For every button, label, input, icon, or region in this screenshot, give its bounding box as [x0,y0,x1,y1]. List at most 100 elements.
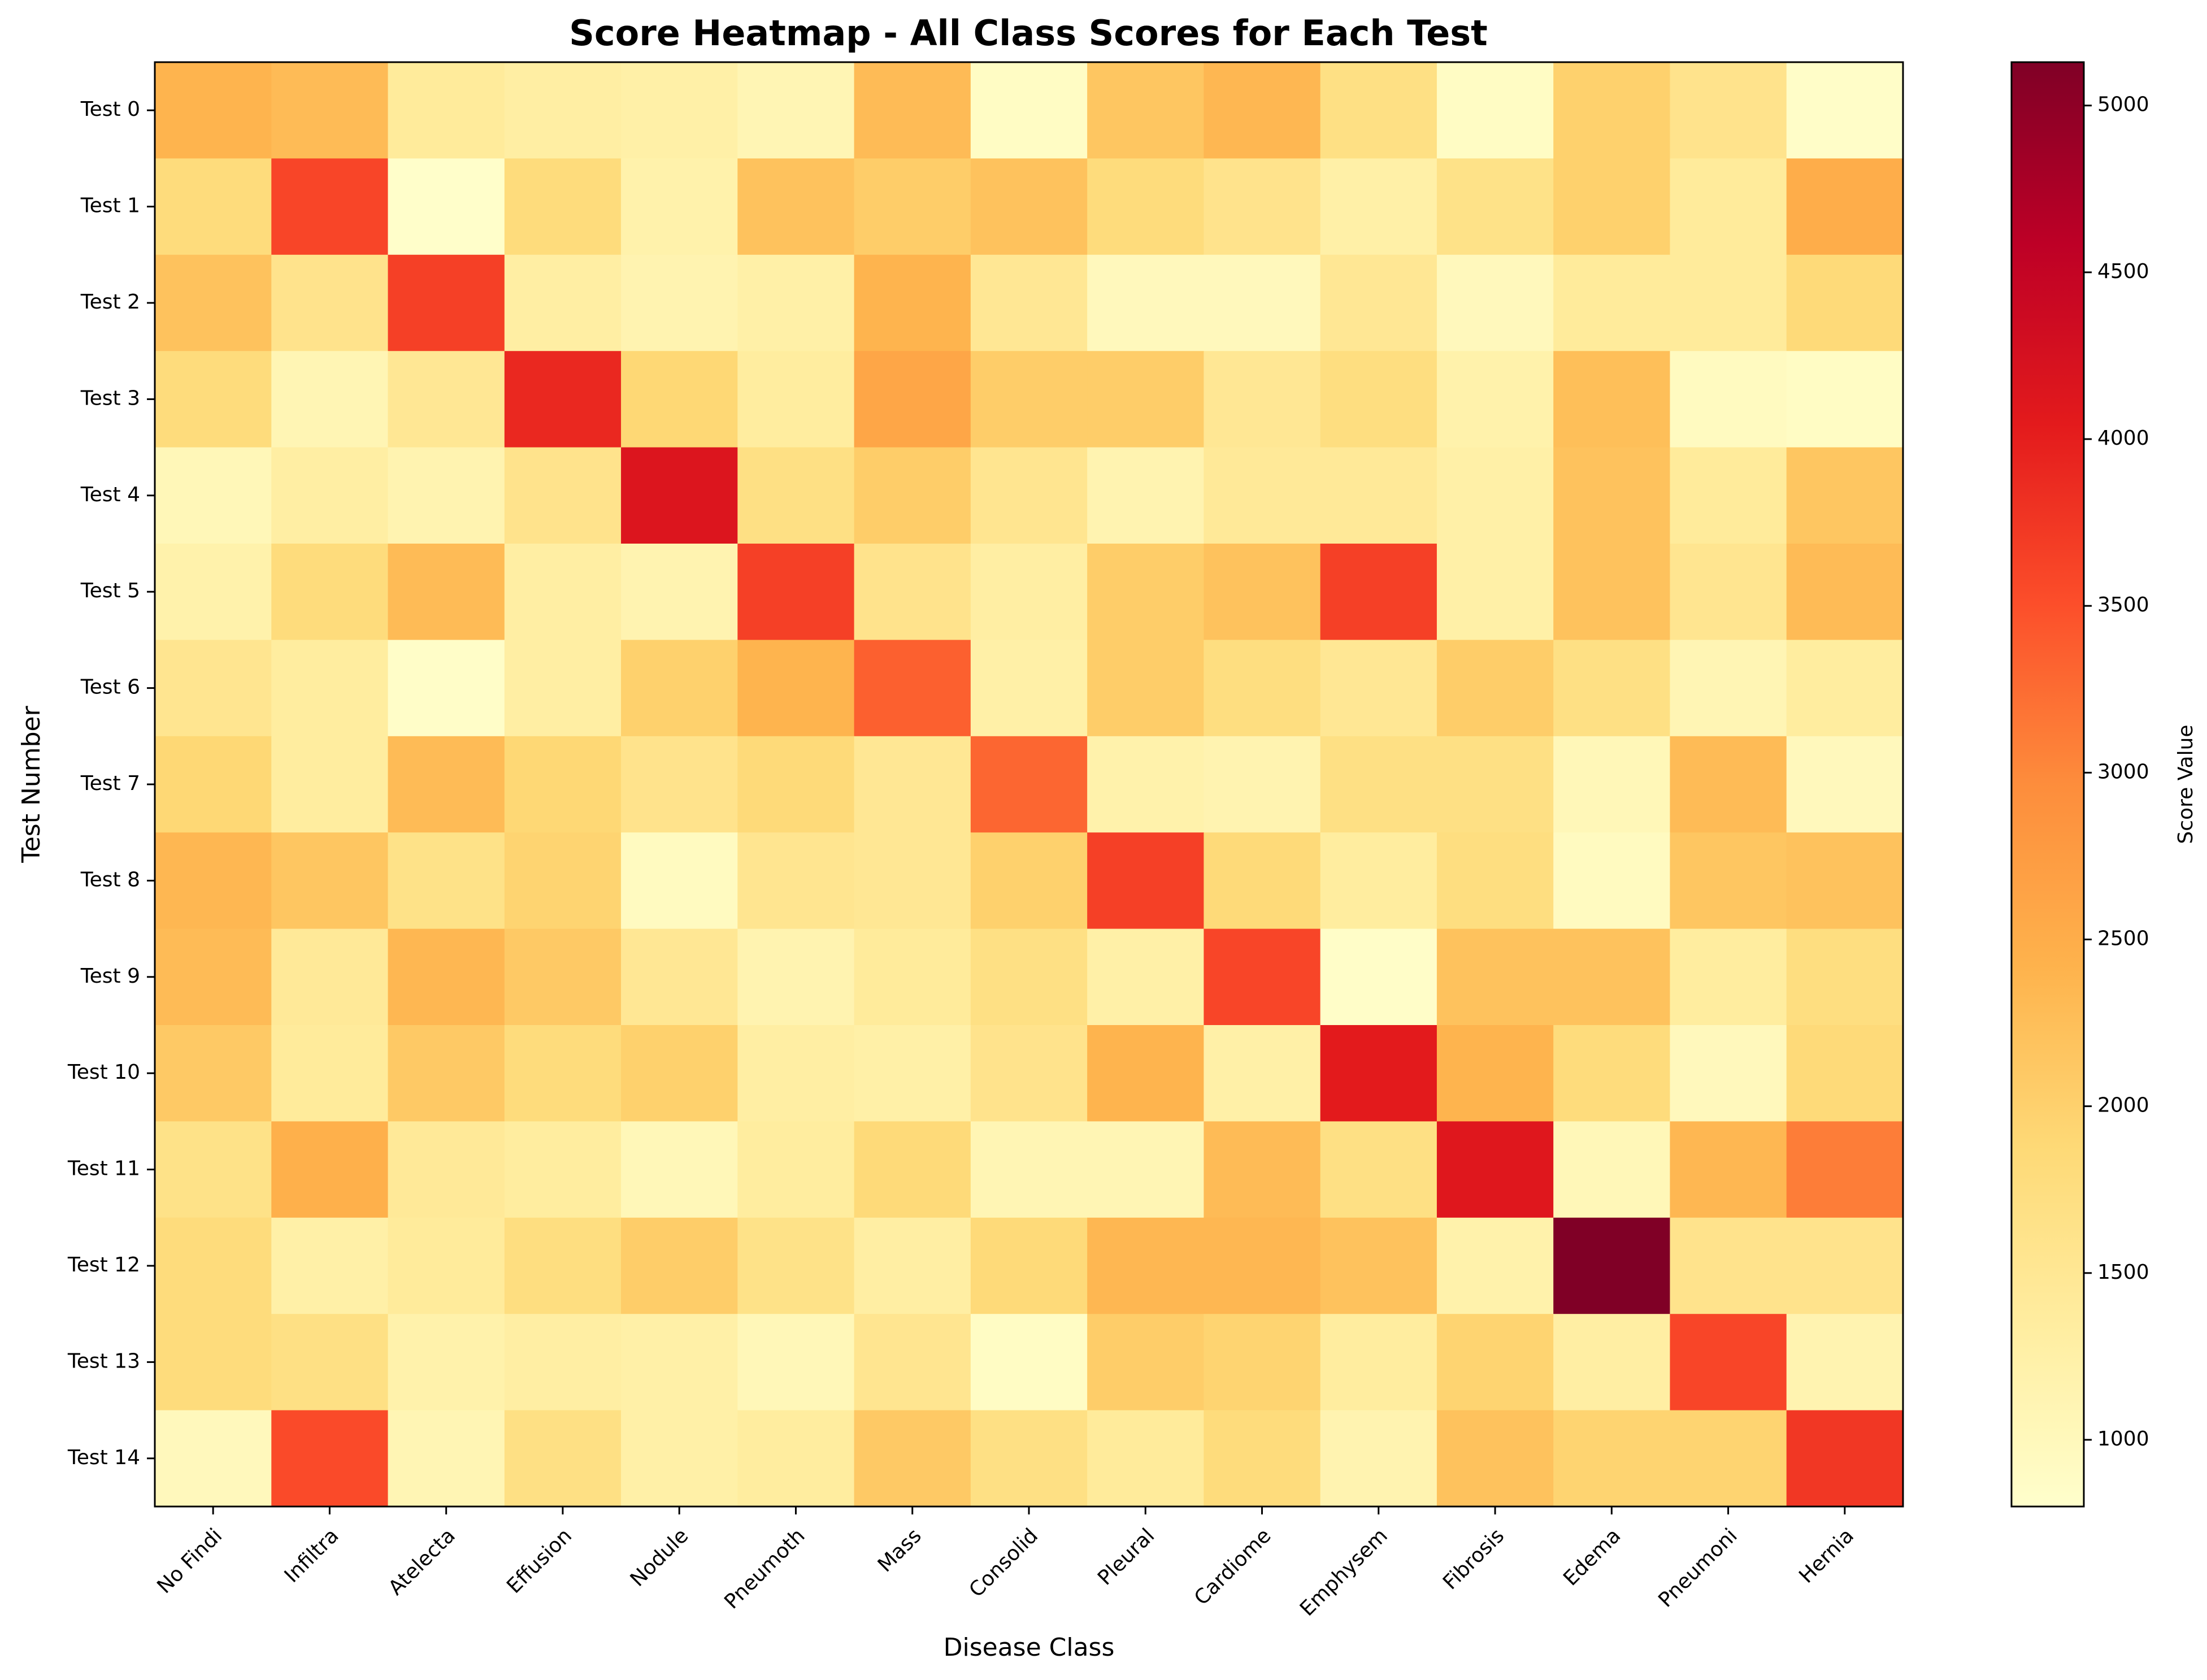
heatmap-cell-2-13 [1670,254,1787,351]
colorbar-ticks: 1000 1500 2000 2500 3000 3500 4000 4500 5000 [2084,93,2149,1451]
y-tick-label: Test 14 [67,1446,140,1469]
heatmap-cell-5-1 [271,544,389,640]
chart-title: Score Heatmap - All Class Scores for Eac… [569,12,1488,54]
heatmap-cell-1-1 [271,158,389,255]
heatmap-cell-2-9 [1204,254,1321,351]
colorbar-tick-label: 1000 [2097,1427,2149,1451]
heatmap-cell-5-7 [970,544,1088,640]
heatmap-cell-4-9 [1204,447,1321,544]
heatmap-cell-10-7 [970,1025,1088,1122]
heatmap-cell-9-14 [1786,928,1904,1026]
heatmap-cell-0-11 [1436,62,1554,159]
heatmap-cell-12-9 [1204,1217,1321,1314]
y-tick-label: Test 7 [80,772,140,795]
heatmap-cell-8-2 [388,832,505,930]
heatmap-cell-4-7 [970,447,1088,544]
heatmap-cell-1-10 [1320,158,1437,255]
heatmap-cell-0-3 [504,62,622,159]
heatmap-cell-12-10 [1320,1217,1437,1314]
heatmap-cell-9-5 [737,928,855,1026]
heatmap-cell-10-9 [1204,1025,1321,1122]
y-axis-label: Test Number [17,705,46,863]
x-tick-label: Edema [1559,1524,1625,1590]
heatmap-cell-9-4 [621,928,738,1026]
heatmap-cell-7-5 [737,736,855,833]
heatmap-cell-1-13 [1670,158,1787,255]
heatmap-cell-5-2 [388,544,505,640]
heatmap-cell-4-10 [1320,447,1437,544]
heatmap-cell-7-14 [1786,736,1904,833]
heatmap-cell-6-6 [854,640,971,737]
heatmap-cell-5-8 [1087,544,1204,640]
heatmap-cell-14-12 [1553,1410,1671,1507]
heatmap-cell-14-8 [1087,1410,1204,1507]
heatmap-cell-5-6 [854,544,971,640]
heatmap-cell-13-0 [155,1314,272,1411]
heatmap-cell-4-8 [1087,447,1204,544]
colorbar-tick-label: 4500 [2097,260,2149,283]
heatmap-cell-3-5 [737,351,855,448]
heatmap-cell-0-10 [1320,62,1437,159]
heatmap-cell-13-12 [1553,1314,1671,1411]
heatmap-cell-2-2 [388,254,505,351]
heatmap-cell-11-13 [1670,1121,1787,1218]
heatmap-cell-6-4 [621,640,738,737]
heatmap-cell-1-7 [970,158,1088,255]
heatmap-cell-9-2 [388,928,505,1026]
heatmap-cell-7-1 [271,736,389,833]
heatmap-cell-10-6 [854,1025,971,1122]
heatmap-cell-12-12 [1553,1217,1671,1314]
heatmap-cell-13-10 [1320,1314,1437,1411]
heatmap-cell-8-12 [1553,832,1671,930]
heatmap-cell-3-2 [388,351,505,448]
heatmap-cell-2-3 [504,254,622,351]
heatmap-cell-12-11 [1436,1217,1554,1314]
heatmap-cell-12-14 [1786,1217,1904,1314]
heatmap-cell-8-1 [271,832,389,930]
heatmap-cell-9-6 [854,928,971,1026]
heatmap-cell-7-7 [970,736,1088,833]
y-axis-ticks: Test 0 Test 1 Test 2 Test 3 Test 4 Test 5 Test… [67,98,155,1469]
heatmap-cell-3-14 [1786,351,1904,448]
heatmap-cell-7-8 [1087,736,1204,833]
heatmap-cell-14-3 [504,1410,622,1507]
heatmap-cell-10-3 [504,1025,622,1122]
heatmap-cell-7-9 [1204,736,1321,833]
x-axis-label: Disease Class [944,1633,1115,1662]
heatmap-cell-10-11 [1436,1025,1554,1122]
heatmap-cell-0-7 [970,62,1088,159]
heatmap-cell-2-11 [1436,254,1554,351]
heatmap-cell-12-13 [1670,1217,1787,1314]
heatmap-cell-12-6 [854,1217,971,1314]
heatmap-cell-0-12 [1553,62,1671,159]
heatmap-cell-1-9 [1204,158,1321,255]
heatmap-cell-14-14 [1786,1410,1904,1507]
x-tick-label: Pneumoni [1654,1524,1741,1612]
heatmap-cell-3-10 [1320,351,1437,448]
heatmap-cell-4-0 [155,447,272,544]
y-tick-label: Test 4 [80,483,140,506]
heatmap-cell-13-9 [1204,1314,1321,1411]
heatmap-cell-2-5 [737,254,855,351]
heatmap-cell-13-11 [1436,1314,1554,1411]
x-tick-label: Nodule [626,1524,693,1591]
heatmap-cell-8-13 [1670,832,1787,930]
heatmap-cell-8-8 [1087,832,1204,930]
heatmap-cell-2-1 [271,254,389,351]
heatmap-cell-0-1 [271,62,389,159]
y-tick-label: Test 1 [80,194,140,218]
colorbar-tick-label: 2500 [2097,927,2149,950]
heatmap-cell-10-8 [1087,1025,1204,1122]
y-tick-label: Test 8 [80,868,140,891]
heatmap-cell-11-3 [504,1121,622,1218]
heatmap-cell-11-2 [388,1121,505,1218]
y-tick-label: Test 3 [80,387,140,410]
heatmap-cell-11-1 [271,1121,389,1218]
heatmap-cell-3-4 [621,351,738,448]
heatmap-cell-9-7 [970,928,1088,1026]
heatmap-cell-14-9 [1204,1410,1321,1507]
colorbar-tick-label: 4000 [2097,427,2149,450]
heatmap-cell-13-1 [271,1314,389,1411]
heatmap-cell-5-14 [1786,544,1904,640]
